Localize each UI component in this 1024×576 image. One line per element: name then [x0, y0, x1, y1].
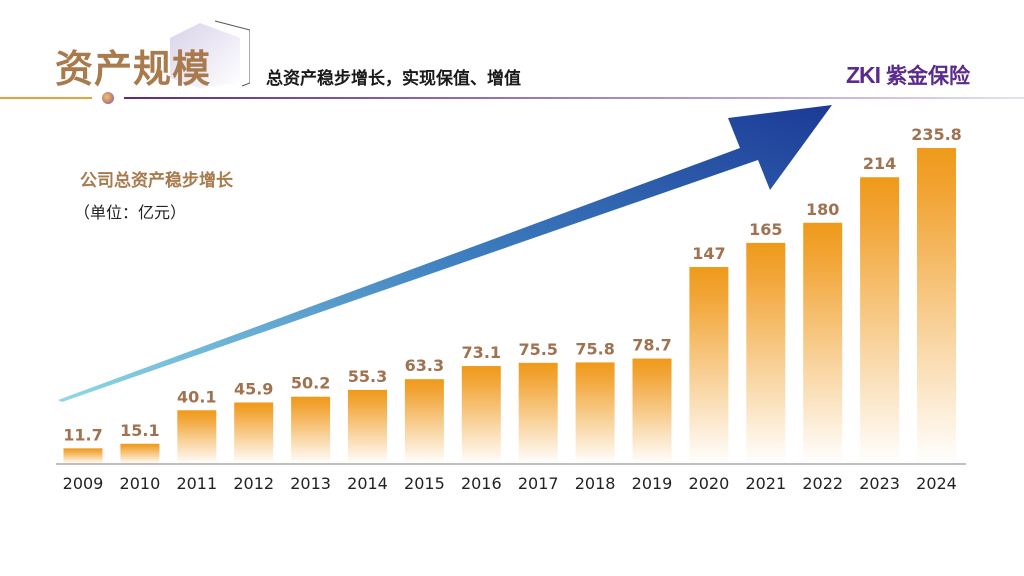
- value-label: 75.5: [518, 340, 557, 359]
- bar-2017: [518, 362, 558, 464]
- value-label: 180: [806, 200, 839, 219]
- value-label: 147: [692, 244, 725, 263]
- company-logo: ZKI 紫金保险: [846, 60, 970, 90]
- value-label: 63.3: [405, 356, 444, 375]
- bar-2024: [917, 148, 956, 464]
- decorative-cube-icon: [170, 20, 250, 88]
- value-label: 55.3: [348, 367, 387, 386]
- value-label: 165: [749, 220, 782, 239]
- value-label: 75.8: [575, 339, 614, 358]
- x-tick-label: 2017: [518, 474, 559, 493]
- bar-2011: [177, 410, 217, 464]
- value-label: 235.8: [911, 125, 962, 144]
- bar-2021: [746, 242, 786, 464]
- chart-unit: （单位：亿元）: [74, 203, 187, 222]
- bar-2019: [632, 358, 672, 464]
- value-label: 40.1: [177, 387, 216, 406]
- x-tick-label: 2023: [859, 474, 900, 493]
- x-tick-label: 2013: [290, 474, 331, 493]
- value-label: 214: [863, 154, 896, 173]
- x-tick-label: 2020: [689, 474, 730, 493]
- x-tick-label: 2016: [461, 474, 502, 493]
- chart-title: 公司总资产稳步增长: [80, 171, 233, 191]
- x-tick-label: 2010: [120, 474, 161, 493]
- x-tick-label: 2015: [404, 474, 445, 493]
- x-tick-label: 2012: [233, 474, 274, 493]
- value-label: 78.7: [632, 336, 671, 355]
- bar-2023: [860, 177, 900, 464]
- bar-2015: [404, 379, 444, 464]
- value-label: 11.7: [63, 425, 102, 444]
- bar-2009: [63, 448, 103, 464]
- value-label: 45.9: [234, 379, 273, 398]
- bar-2016: [461, 366, 501, 464]
- x-tick-label: 2024: [916, 474, 957, 493]
- globe-icon: [102, 92, 114, 104]
- page-subtitle: 总资产稳步增长，实现保值、增值: [266, 69, 521, 89]
- bar-2010: [120, 443, 160, 464]
- page-title: 资产规模: [55, 47, 212, 91]
- bar-2018: [575, 362, 615, 464]
- trend-arrow: [58, 105, 832, 402]
- value-label: 73.1: [462, 343, 501, 362]
- x-tick-label: 2018: [575, 474, 616, 493]
- header-divider-right: [124, 97, 1024, 99]
- bar-2020: [689, 267, 729, 464]
- x-tick-label: 2019: [632, 474, 673, 493]
- x-tick-label: 2022: [802, 474, 843, 493]
- header-divider-left: [0, 97, 92, 99]
- x-tick-label: 2011: [176, 474, 217, 493]
- bar-2022: [803, 222, 843, 464]
- value-label: 15.1: [120, 421, 159, 440]
- value-label: 50.2: [291, 374, 330, 393]
- logo-mark: ZKI: [846, 61, 881, 88]
- x-tick-label: 2021: [745, 474, 786, 493]
- bar-2014: [348, 389, 387, 464]
- bar-2012: [234, 402, 274, 464]
- logo-name: 紫金保险: [886, 64, 971, 88]
- bar-2013: [291, 396, 331, 464]
- x-tick-label: 2014: [347, 474, 388, 493]
- x-tick-label: 2009: [63, 474, 104, 493]
